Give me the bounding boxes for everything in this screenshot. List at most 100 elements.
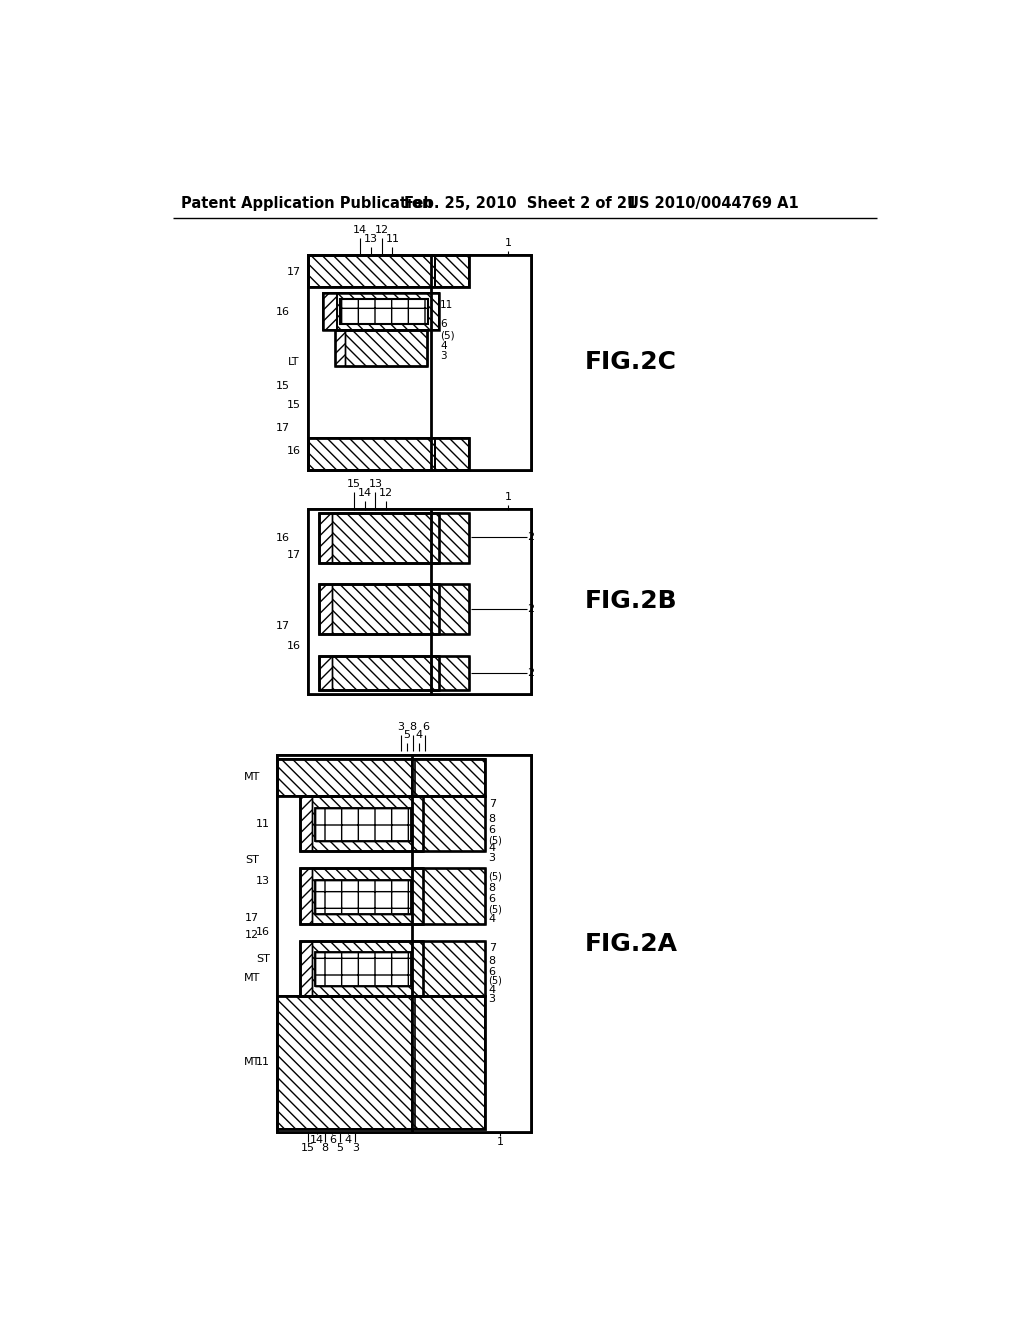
Bar: [300, 796, 423, 851]
Text: MT: MT: [244, 772, 260, 783]
Text: 11: 11: [440, 300, 454, 310]
Text: 4: 4: [488, 843, 496, 853]
Text: 12: 12: [375, 224, 389, 235]
Bar: [300, 796, 423, 851]
Text: 6: 6: [488, 894, 496, 904]
Text: FIG.2C: FIG.2C: [585, 350, 677, 375]
Bar: [319, 585, 469, 635]
Text: 15: 15: [301, 1143, 314, 1152]
Text: 5: 5: [337, 1143, 343, 1152]
Bar: [307, 255, 469, 286]
Bar: [315, 808, 411, 841]
Text: 3: 3: [488, 853, 496, 862]
Text: MT: MT: [244, 973, 260, 982]
Text: Feb. 25, 2010  Sheet 2 of 21: Feb. 25, 2010 Sheet 2 of 21: [403, 195, 637, 211]
Text: 15: 15: [287, 400, 301, 409]
Bar: [276, 755, 531, 1133]
Bar: [435, 255, 469, 286]
Text: 6: 6: [440, 319, 446, 329]
Bar: [319, 656, 438, 689]
Text: 2: 2: [527, 603, 535, 614]
Text: 5: 5: [403, 730, 411, 741]
Text: 6: 6: [488, 825, 496, 834]
Text: 11: 11: [385, 234, 399, 244]
Bar: [412, 869, 484, 924]
Bar: [312, 796, 423, 851]
Text: 15: 15: [276, 380, 290, 391]
Bar: [307, 562, 435, 585]
Text: 4: 4: [488, 915, 496, 924]
Bar: [307, 438, 435, 470]
Bar: [337, 293, 438, 330]
Text: (5): (5): [440, 330, 455, 341]
Bar: [412, 997, 484, 1129]
Bar: [307, 255, 435, 470]
Bar: [435, 438, 469, 470]
Text: 17: 17: [275, 620, 290, 631]
Text: 17: 17: [275, 422, 290, 433]
Bar: [300, 941, 484, 997]
Text: 13: 13: [364, 234, 378, 244]
Bar: [335, 330, 427, 367]
Bar: [315, 880, 411, 913]
Text: 11: 11: [256, 818, 270, 829]
Text: 15: 15: [347, 479, 360, 490]
Bar: [276, 997, 416, 1129]
Bar: [335, 330, 427, 367]
Bar: [307, 255, 435, 286]
Text: 13: 13: [256, 875, 270, 886]
Bar: [412, 796, 484, 851]
Bar: [300, 941, 423, 997]
Text: 1: 1: [497, 1137, 504, 1147]
Bar: [315, 952, 411, 986]
Text: 8: 8: [322, 1143, 328, 1152]
Bar: [307, 438, 469, 470]
Bar: [315, 952, 411, 986]
Bar: [412, 759, 484, 796]
Bar: [276, 755, 416, 1133]
Bar: [332, 585, 438, 635]
Text: 14: 14: [310, 1135, 324, 1146]
Text: 4: 4: [416, 730, 423, 741]
Bar: [412, 869, 484, 924]
Bar: [307, 508, 531, 693]
Bar: [276, 759, 416, 796]
Bar: [319, 512, 438, 562]
Text: 3: 3: [488, 994, 496, 1005]
Bar: [435, 255, 469, 286]
Text: 17: 17: [287, 267, 301, 277]
Bar: [300, 796, 484, 851]
Bar: [307, 255, 531, 470]
Bar: [307, 635, 435, 656]
Text: 6: 6: [422, 722, 429, 733]
Bar: [319, 585, 438, 635]
Bar: [307, 255, 531, 470]
Bar: [307, 255, 435, 470]
Bar: [300, 796, 423, 851]
Text: (5): (5): [488, 836, 503, 846]
Text: 8: 8: [410, 722, 417, 733]
Bar: [276, 755, 531, 1133]
Text: 3: 3: [440, 351, 446, 362]
Text: 8: 8: [488, 956, 496, 966]
Text: LT: LT: [288, 358, 300, 367]
Bar: [319, 656, 469, 689]
Text: 3: 3: [352, 1143, 358, 1152]
Bar: [412, 941, 484, 997]
Bar: [332, 512, 438, 562]
Bar: [431, 512, 469, 562]
Bar: [319, 512, 469, 562]
Text: FIG.2B: FIG.2B: [585, 589, 678, 614]
Bar: [315, 880, 411, 913]
Text: 1: 1: [505, 492, 511, 502]
Bar: [412, 796, 484, 851]
Bar: [332, 656, 438, 689]
Bar: [276, 997, 416, 1129]
Bar: [315, 880, 411, 913]
Bar: [307, 438, 435, 470]
Text: 2: 2: [527, 532, 535, 543]
Bar: [345, 330, 427, 367]
Bar: [307, 508, 435, 693]
Text: 6: 6: [329, 1135, 336, 1146]
Bar: [300, 869, 423, 924]
